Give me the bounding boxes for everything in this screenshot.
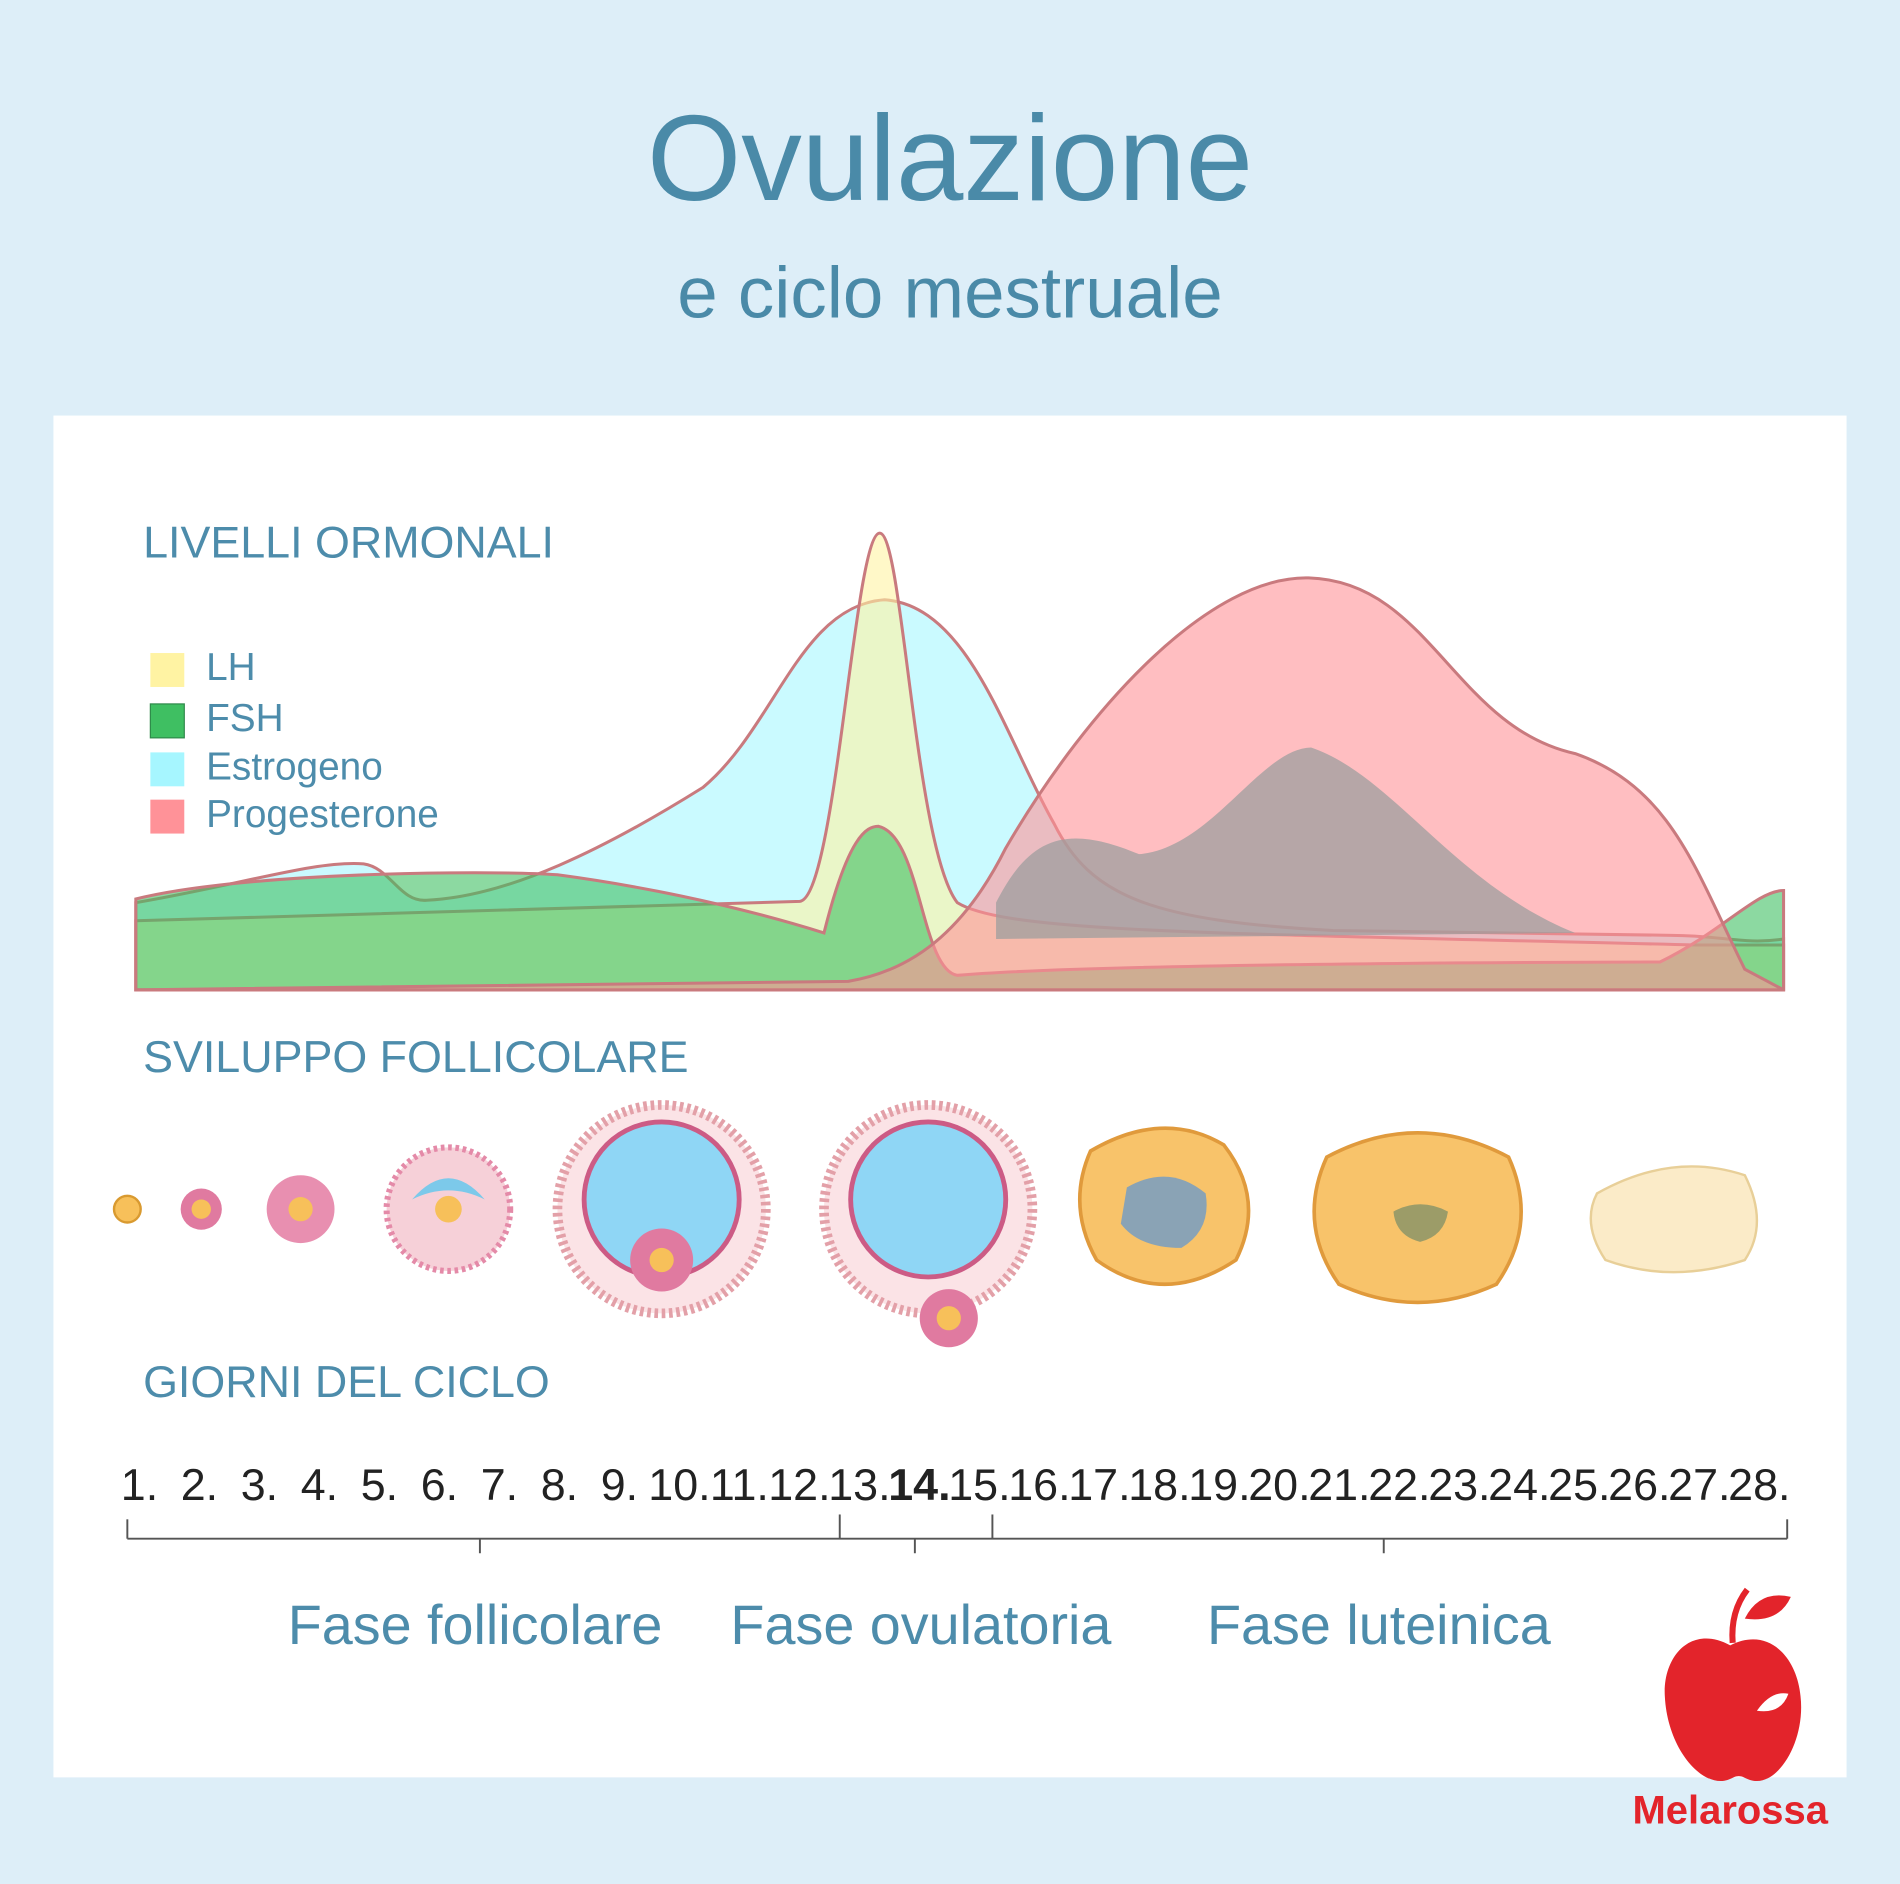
follicle-antrum — [412, 1178, 485, 1200]
day-label: 13. — [828, 1460, 890, 1510]
day-label: 18. — [1128, 1460, 1190, 1510]
oocyte — [936, 1306, 961, 1331]
brand: Melarossa — [1632, 1788, 1828, 1832]
legend-swatch — [150, 752, 185, 787]
follicle — [435, 1195, 462, 1223]
day-label: 19. — [1188, 1460, 1250, 1510]
day-label: 3. — [241, 1460, 278, 1510]
overlap-shade — [996, 747, 1576, 939]
day-label: 17. — [1068, 1460, 1130, 1510]
phase-label: Fase luteinica — [1207, 1594, 1551, 1656]
day-label: 23. — [1428, 1460, 1490, 1510]
day-label: 20. — [1248, 1460, 1310, 1510]
day-label: 25. — [1548, 1460, 1610, 1510]
legend-swatch — [149, 703, 185, 739]
corpus-luteum-core — [1393, 1204, 1448, 1242]
day-label: 1. — [121, 1460, 158, 1510]
hormone-curves — [134, 531, 1786, 992]
title: Ovulazione — [647, 90, 1253, 226]
legend-swatch — [150, 799, 185, 834]
day-row: 1. 2. 3. 4. 5. 6. 7. 8. 9. 10. 11. 12.13.14.15.16.1… — [121, 1460, 1791, 1510]
legend-label: LH — [206, 646, 256, 689]
day-label: 27. — [1668, 1460, 1730, 1510]
follicles — [112, 1100, 1759, 1348]
day-label: 21. — [1308, 1460, 1370, 1510]
panel — [53, 415, 1847, 1778]
section-label: LIVELLI ORMONALI — [143, 517, 554, 567]
logo-apple — [1664, 1638, 1802, 1782]
day-label: 22. — [1368, 1460, 1430, 1510]
legend-label: Estrogeno — [206, 746, 383, 789]
day-label: 6. — [421, 1460, 458, 1510]
day-label: 14. — [888, 1460, 950, 1510]
day-label: 24. — [1488, 1460, 1550, 1510]
follicle — [191, 1199, 211, 1219]
phase-label: Fase ovulatoria — [730, 1594, 1111, 1656]
day-label: 28. — [1728, 1460, 1790, 1510]
day-label: 12. — [768, 1460, 830, 1510]
logo-leaf — [1744, 1595, 1791, 1620]
corpus-albicans — [1589, 1165, 1759, 1274]
legend-label: FSH — [206, 697, 284, 740]
follicle — [649, 1247, 674, 1273]
legend-swatch — [150, 653, 185, 687]
section-label: GIORNI DEL CICLO — [143, 1357, 550, 1407]
phase-label: Fase follicolare — [288, 1594, 663, 1656]
day-label: 15. — [948, 1460, 1010, 1510]
day-label: 10. — [648, 1460, 710, 1510]
follicle-antrum — [848, 1119, 1009, 1280]
corpus-luteum-core — [1120, 1176, 1207, 1248]
day-label: 4. — [301, 1460, 338, 1510]
logo: Melarossa — [1632, 1587, 1829, 1832]
day-label: 5. — [361, 1460, 398, 1510]
logo-stem — [1729, 1587, 1750, 1644]
follicle — [112, 1194, 142, 1224]
day-label: 11. — [710, 1460, 769, 1510]
day-label: 16. — [1008, 1460, 1070, 1510]
legend-label: Progesterone — [206, 793, 439, 836]
section-label: SVILUPPO FOLLICOLARE — [143, 1032, 688, 1082]
follicle — [288, 1197, 313, 1222]
day-label: 26. — [1608, 1460, 1670, 1510]
day-label: 2. — [181, 1460, 218, 1510]
subtitle: e ciclo mestruale — [677, 252, 1222, 333]
day-label: 9. — [601, 1460, 638, 1510]
phase-brackets — [126, 1514, 1789, 1554]
day-label: 8. — [541, 1460, 578, 1510]
day-label: 7. — [481, 1460, 518, 1510]
logo-leaf-cut — [1756, 1693, 1789, 1712]
